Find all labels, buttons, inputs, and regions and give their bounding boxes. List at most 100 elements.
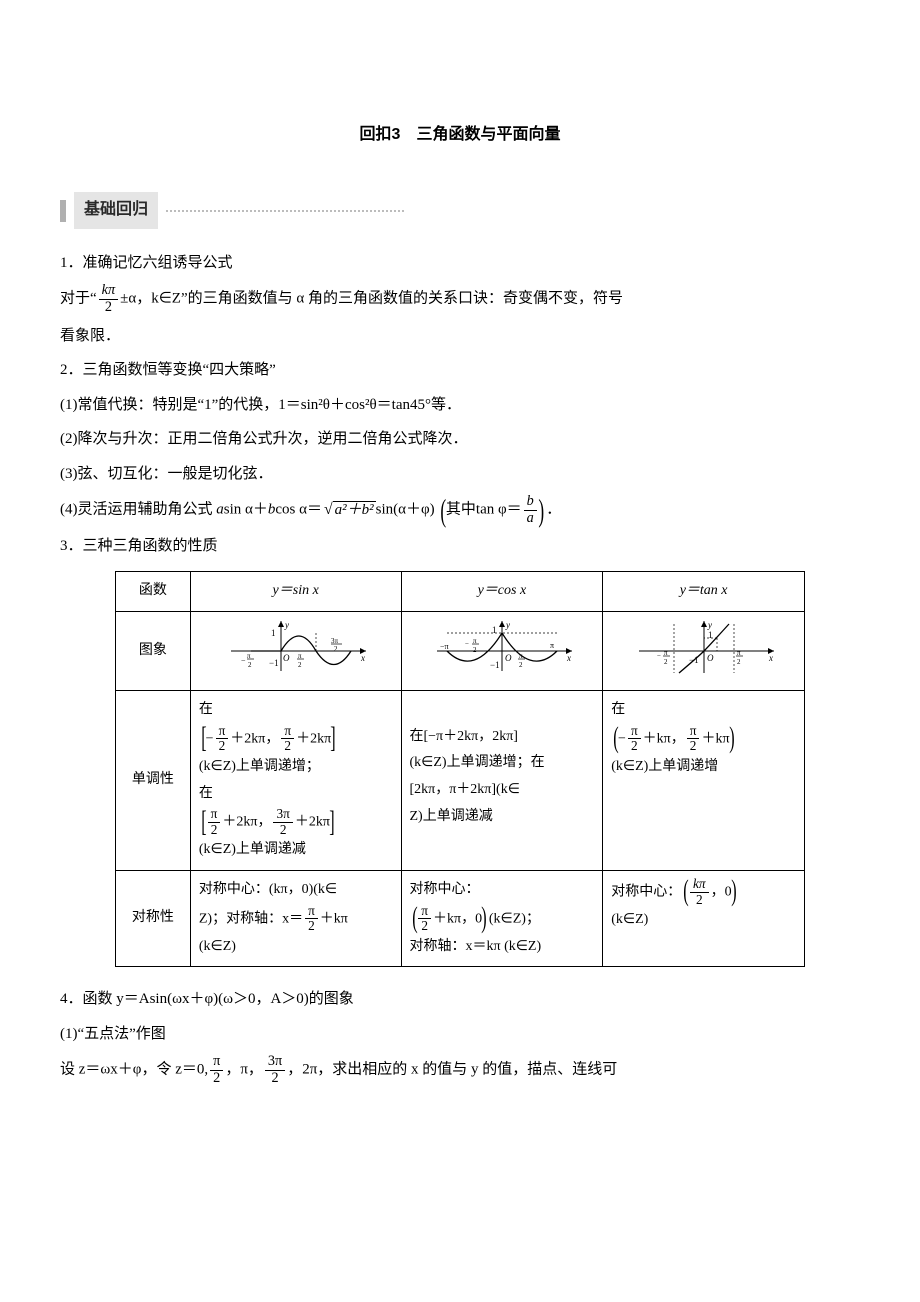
svg-text:y: y bbox=[707, 620, 712, 630]
p1-frac: kπ2 bbox=[99, 283, 118, 315]
mono-tan-int-a: − bbox=[618, 731, 626, 746]
right-paren-icon: ) bbox=[538, 498, 544, 523]
num: π bbox=[628, 724, 641, 739]
svg-text:2: 2 bbox=[664, 658, 668, 666]
lparen-icon: ( bbox=[412, 907, 417, 931]
th-sin: y＝sin x bbox=[190, 571, 401, 611]
num: π bbox=[216, 724, 229, 739]
den: 2 bbox=[628, 738, 641, 754]
p2-item4-paren-a: 其中tan φ＝ bbox=[446, 502, 522, 518]
th-func: 函数 bbox=[116, 571, 191, 611]
table-row: 单调性 在 [−π2＋2kπ，π2＋2kπ] (k∈Z)上单调递增； 在 [π2… bbox=[116, 691, 805, 871]
num: π bbox=[418, 904, 431, 919]
svg-text:y: y bbox=[505, 620, 510, 630]
num: 3π bbox=[273, 807, 292, 822]
section-bar-icon bbox=[60, 200, 66, 222]
left-paren-icon: ( bbox=[441, 498, 447, 523]
mono-tan-b: (k∈Z)上单调递增 bbox=[611, 759, 718, 774]
den: 2 bbox=[690, 892, 709, 908]
lbracket-icon: [ bbox=[201, 727, 206, 751]
svg-text:−: − bbox=[465, 640, 469, 648]
p1-line1: 对于“kπ2±α，k∈Z”的三角函数值与 α 角的三角函数值的关系口诀：奇变偶不… bbox=[60, 283, 860, 315]
den: 2 bbox=[687, 738, 700, 754]
svg-text:2: 2 bbox=[519, 661, 523, 669]
num: π bbox=[281, 724, 294, 739]
row-sym-label: 对称性 bbox=[116, 871, 191, 967]
mono-sin-int1-a: − bbox=[206, 731, 214, 746]
num: π bbox=[687, 724, 700, 739]
th-cos: y＝cos x bbox=[401, 571, 603, 611]
svg-text:x: x bbox=[360, 653, 365, 663]
frac: π2 bbox=[418, 904, 431, 934]
p1-line2: 看象限． bbox=[60, 322, 860, 351]
section-header: 基础回归 bbox=[60, 192, 860, 228]
p4-line: 设 z＝ωx＋φ，令 z＝0,π2，π，3π2，2π，求出相应的 x 的值与 y… bbox=[60, 1054, 860, 1086]
svg-text:O: O bbox=[707, 653, 714, 663]
svg-text:2: 2 bbox=[473, 646, 477, 654]
svg-text:π: π bbox=[550, 641, 554, 650]
den: 2 bbox=[210, 1070, 223, 1087]
den: 2 bbox=[265, 1070, 285, 1087]
p4-line-a: 设 z＝ωx＋φ，令 z＝0, bbox=[60, 1062, 208, 1078]
rparen-icon: ) bbox=[481, 907, 486, 931]
trig-table: 函数 y＝sin x y＝cos x y＝tan x 图象 y 1 O −1 x bbox=[115, 571, 805, 968]
p2-item4-rad: a²＋b² bbox=[333, 501, 376, 518]
p2-item4-sin2: sin(α＋φ) bbox=[376, 502, 435, 518]
frac: 3π2 bbox=[265, 1054, 285, 1086]
p1-text-b: ±α，k∈Z”的三角函数值与 α 角的三角函数值的关系口诀：奇变偶不变，符号 bbox=[120, 291, 623, 307]
sym-tan-cell: 对称中心：(kπ2，0) (k∈Z) bbox=[603, 871, 805, 967]
rbracket-icon: ] bbox=[329, 811, 334, 835]
frac: π2 bbox=[687, 724, 700, 754]
p1-heading: 1．准确记忆六组诱导公式 bbox=[60, 249, 860, 278]
svg-text:−: − bbox=[657, 652, 661, 660]
frac: π2 bbox=[210, 1054, 223, 1086]
svg-text:2: 2 bbox=[737, 658, 741, 666]
cos-graph-icon: y 1 O −1 x −π −π2 π2 π bbox=[427, 616, 577, 676]
p2-item3: (3)弦、切互化：一般是切化弦． bbox=[60, 460, 860, 489]
mono-tan-int-b: ＋kπ bbox=[701, 731, 729, 746]
svg-text:2: 2 bbox=[298, 661, 302, 669]
p2-item2: (2)降次与升次：正用二倍角公式升次，逆用二倍角公式降次． bbox=[60, 425, 860, 454]
sqrt-icon: a²＋b² bbox=[322, 495, 376, 525]
mono-tan-int-mid: ＋kπ， bbox=[643, 731, 685, 746]
svg-text:2: 2 bbox=[248, 661, 252, 669]
lparen-icon: ( bbox=[613, 727, 618, 751]
mono-sin-int2-mid: ＋2kπ， bbox=[222, 815, 271, 830]
mono-cos-cell: 在[−π＋2kπ，2kπ] (k∈Z)上单调递增；在 [2kπ，π＋2kπ](k… bbox=[401, 691, 603, 871]
table-row: 函数 y＝sin x y＝cos x y＝tan x bbox=[116, 571, 805, 611]
frac: π2 bbox=[216, 724, 229, 754]
p4-line-b: ，π， bbox=[225, 1062, 263, 1078]
num: π bbox=[210, 1054, 223, 1070]
sym-cos-b: ＋kπ，0 bbox=[433, 911, 482, 926]
sym-tan-c: (k∈Z) bbox=[611, 912, 648, 927]
p2-item4-sin: sin α＋ bbox=[224, 502, 268, 518]
svg-text:y: y bbox=[284, 620, 289, 630]
tan-graph-cell: y 1 O −1 x −π2 π2 bbox=[603, 611, 805, 691]
lparen-icon: ( bbox=[683, 880, 688, 904]
p2-heading: 2．三角函数恒等变换“四大策略” bbox=[60, 356, 860, 385]
table-row: 图象 y 1 O −1 x −π2 π2 3π2 bbox=[116, 611, 805, 691]
sin-graph-icon: y 1 O −1 x −π2 π2 3π2 bbox=[221, 616, 371, 676]
den: 2 bbox=[208, 822, 221, 838]
svg-text:1: 1 bbox=[708, 630, 713, 640]
p2-tan-frac: ba bbox=[524, 494, 537, 526]
p2-item1: (1)常值代换：特别是“1”的代换，1＝sin²θ＋cos²θ＝tan45°等． bbox=[60, 391, 860, 420]
svg-text:x: x bbox=[768, 653, 773, 663]
mono-sin-cell: 在 [−π2＋2kπ，π2＋2kπ] (k∈Z)上单调递增； 在 [π2＋2kπ… bbox=[190, 691, 401, 871]
svg-text:x: x bbox=[566, 653, 571, 663]
frac: π2 bbox=[305, 904, 318, 934]
p2-item4-asin: a bbox=[216, 502, 224, 518]
p4-line-c: ，2π，求出相应的 x 的值与 y 的值，描点、连线可 bbox=[287, 1062, 617, 1078]
mono-sin-int1-mid: ＋2kπ， bbox=[230, 731, 279, 746]
lbracket-icon: [ bbox=[201, 811, 206, 835]
frac: π2 bbox=[628, 724, 641, 754]
sym-cos-cell: 对称中心： (π2＋kπ，0)(k∈Z)； 对称轴：x＝kπ (k∈Z) bbox=[401, 871, 603, 967]
frac: kπ2 bbox=[690, 877, 709, 907]
svg-text:1: 1 bbox=[271, 628, 276, 638]
mono-tan-a: 在 bbox=[611, 702, 625, 717]
section-rule-icon bbox=[166, 210, 406, 212]
row-mono-label: 单调性 bbox=[116, 691, 191, 871]
frac: π2 bbox=[281, 724, 294, 754]
p2-item4-paren-b: ． bbox=[546, 502, 561, 518]
mono-tan-cell: 在 (−π2＋kπ，π2＋kπ) (k∈Z)上单调递增 bbox=[603, 691, 805, 871]
